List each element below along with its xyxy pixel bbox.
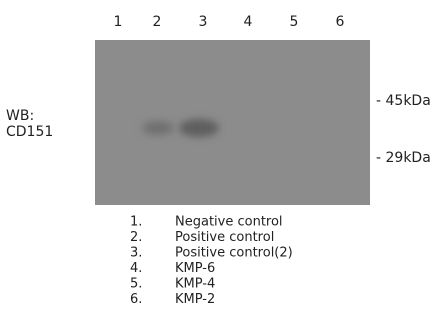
lane-label: 6 [336, 14, 345, 30]
figure: 1 2 3 4 5 6 WB: CD151 - 45kDa - 29kDa 1.… [0, 0, 441, 325]
legend-label: Negative control [175, 215, 283, 230]
legend-number: 6. [130, 292, 142, 307]
lane-label: 5 [290, 14, 299, 30]
band [142, 121, 174, 135]
legend-number: 3. [130, 246, 142, 261]
marker-label: - 29kDa [376, 150, 431, 166]
lane-label: 1 [114, 14, 123, 30]
blot [95, 40, 370, 205]
legend-number: 1. [130, 215, 142, 230]
legend-label: KMP-2 [175, 292, 215, 307]
page: {"lanes": ["1", "2", "3", "4", "5", "6"]… [0, 0, 441, 325]
lane-label: 3 [199, 14, 208, 30]
legend-label: KMP-6 [175, 261, 215, 276]
legend-label: KMP-4 [175, 277, 215, 292]
legend-label: Positive control(2) [175, 246, 293, 261]
marker-label: - 45kDa [376, 93, 431, 109]
legend-number: 4. [130, 261, 142, 276]
legend-number: 2. [130, 230, 142, 245]
lane-label: 4 [244, 14, 253, 30]
legend-number: 5. [130, 277, 142, 292]
legend: 1. Negative control 2. Positive control 3. Po… [130, 215, 293, 308]
band [179, 119, 219, 137]
lane-label: 2 [153, 14, 162, 30]
legend-label: Positive control [175, 230, 274, 245]
wb-label: WB: [6, 108, 34, 124]
wb-label: CD151 [6, 124, 53, 140]
